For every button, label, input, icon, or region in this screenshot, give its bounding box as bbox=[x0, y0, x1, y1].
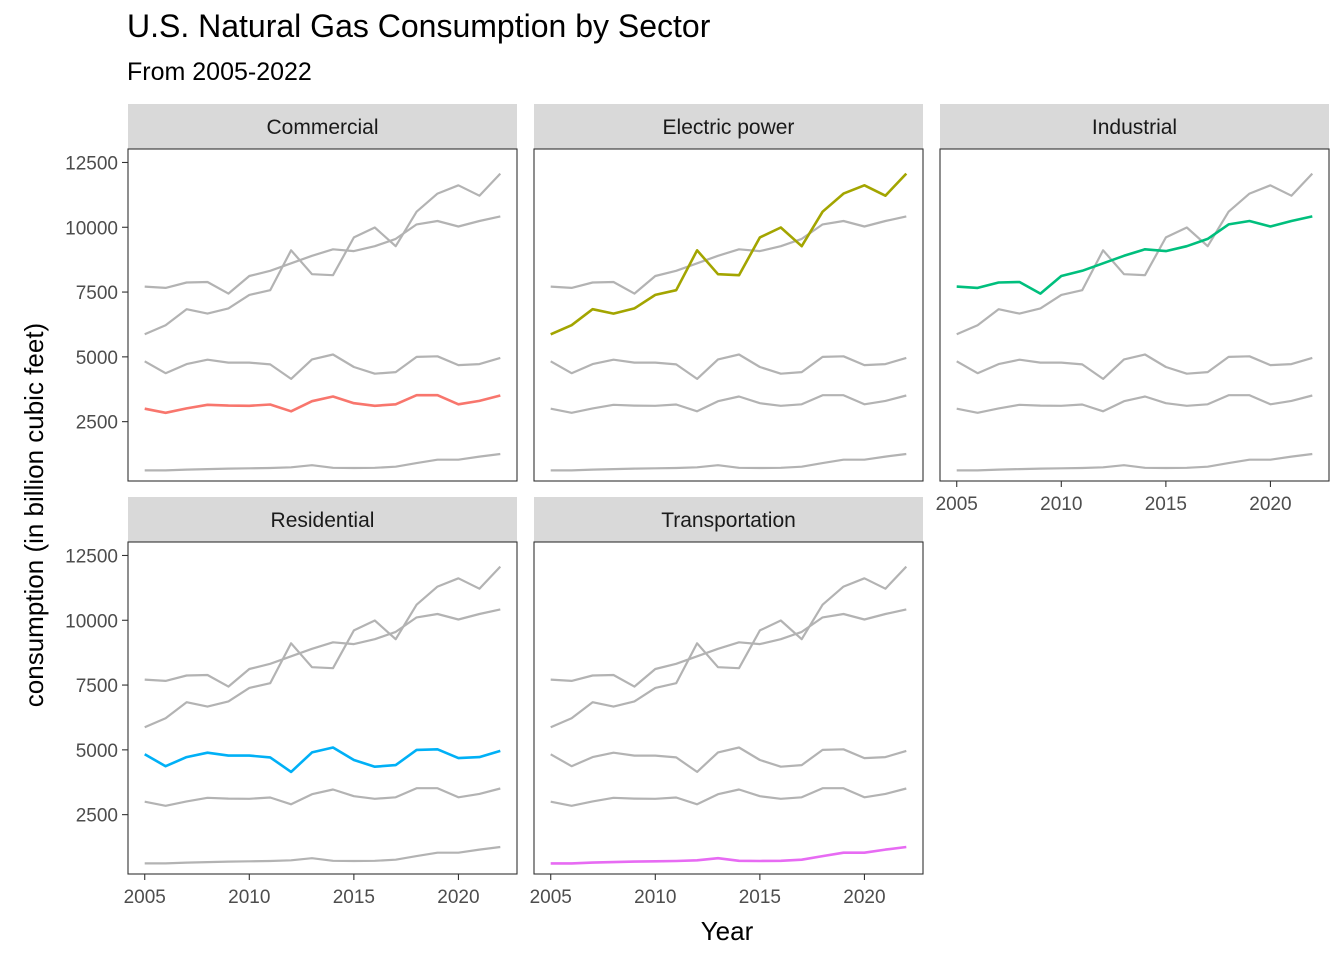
series-line-industrial-gray bbox=[550, 215, 907, 295]
series-line-electric-power-gray bbox=[144, 172, 502, 336]
x-tick-label-2020: 2020 bbox=[843, 887, 885, 908]
x-tick-label-2020: 2020 bbox=[1249, 494, 1291, 515]
panel-border-transportation bbox=[533, 541, 924, 875]
series-line-commercial-highlight bbox=[144, 393, 501, 415]
strip-residential bbox=[128, 497, 517, 542]
strip-label-electric-power: Electric power bbox=[663, 116, 795, 139]
strip-label-commercial: Commercial bbox=[266, 116, 378, 139]
panel-border-commercial bbox=[127, 148, 518, 482]
series-line-transportation-gray bbox=[144, 845, 501, 865]
series-line-residential-gray bbox=[144, 353, 501, 380]
series-line-commercial-gray bbox=[550, 394, 907, 414]
series-line-residential-gray bbox=[550, 353, 907, 380]
x-tick-label-2015: 2015 bbox=[739, 887, 781, 908]
y-tick-label-10000: 10000 bbox=[65, 611, 118, 632]
y-tick-label-2500: 2500 bbox=[76, 806, 118, 827]
series-line-transportation-gray bbox=[550, 452, 907, 472]
y-axis-title: consumption (in billion cubic feet) bbox=[19, 323, 49, 707]
y-tick-label-5000: 5000 bbox=[76, 348, 118, 369]
y-tick-label-7500: 7500 bbox=[76, 283, 118, 304]
series-line-transportation-highlight bbox=[550, 845, 907, 865]
y-tick-label-7500: 7500 bbox=[76, 676, 118, 697]
y-tick-label-12500: 12500 bbox=[65, 546, 118, 567]
series-line-commercial-gray bbox=[144, 787, 501, 807]
series-line-commercial-gray bbox=[550, 787, 907, 807]
y-tick-label-2500: 2500 bbox=[76, 413, 118, 434]
strip-electric-power bbox=[534, 104, 923, 149]
series-line-electric-power-highlight bbox=[550, 172, 908, 336]
strip-label-transportation: Transportation bbox=[661, 509, 796, 532]
x-tick-label-2010: 2010 bbox=[228, 887, 270, 908]
x-tick-label-2010: 2010 bbox=[1040, 494, 1082, 515]
series-line-industrial-highlight bbox=[956, 215, 1313, 295]
x-tick-label-2015: 2015 bbox=[1145, 494, 1187, 515]
series-line-industrial-gray bbox=[144, 608, 501, 688]
series-line-electric-power-gray bbox=[550, 565, 908, 729]
x-tick-label-2015: 2015 bbox=[333, 887, 375, 908]
strip-label-residential: Residential bbox=[271, 509, 375, 532]
x-tick-label-2005: 2005 bbox=[124, 887, 166, 908]
y-tick-label-5000: 5000 bbox=[76, 741, 118, 762]
x-tick-label-2005: 2005 bbox=[936, 494, 978, 515]
series-line-industrial-gray bbox=[550, 608, 907, 688]
panel-border-residential bbox=[127, 541, 518, 875]
x-axis-title: Year bbox=[701, 916, 754, 946]
strip-label-industrial: Industrial bbox=[1092, 116, 1177, 139]
panel-industrial: Industrial 2005 2010 2015 2020 bbox=[936, 104, 1330, 515]
panel-residential: Residential 2500 5000 7500 10000 12500 2005 201… bbox=[65, 497, 518, 908]
series-line-residential-gray bbox=[550, 746, 907, 774]
y-tick-label-10000: 10000 bbox=[65, 218, 118, 239]
panel-border-industrial bbox=[939, 148, 1330, 482]
panel-commercial: Commercial 2500 5000 7500 10000 12500 bbox=[65, 104, 518, 482]
series-line-transportation-gray bbox=[956, 452, 1313, 472]
panel-transportation: Transportation 2005 2010 2015 2020 bbox=[530, 497, 924, 908]
series-line-electric-power-gray bbox=[956, 172, 1314, 336]
panel-electric-power: Electric power bbox=[533, 104, 924, 482]
series-line-commercial-gray bbox=[956, 394, 1313, 414]
y-tick-label-12500: 12500 bbox=[65, 153, 118, 174]
series-line-residential-highlight bbox=[144, 746, 501, 774]
chart-subtitle: From 2005-2022 bbox=[127, 58, 312, 86]
series-line-industrial-gray bbox=[144, 215, 501, 295]
x-tick-label-2020: 2020 bbox=[437, 887, 479, 908]
strip-transportation bbox=[534, 497, 923, 542]
x-tick-label-2005: 2005 bbox=[530, 887, 572, 908]
series-line-electric-power-gray bbox=[144, 565, 502, 729]
panel-border-electric-power bbox=[533, 148, 924, 482]
strip-industrial bbox=[940, 104, 1329, 149]
series-line-residential-gray bbox=[956, 353, 1313, 380]
series-line-transportation-gray bbox=[144, 452, 501, 472]
strip-commercial bbox=[128, 104, 517, 149]
chart-title: U.S. Natural Gas Consumption by Sector bbox=[127, 8, 711, 44]
x-tick-label-2010: 2010 bbox=[634, 887, 676, 908]
